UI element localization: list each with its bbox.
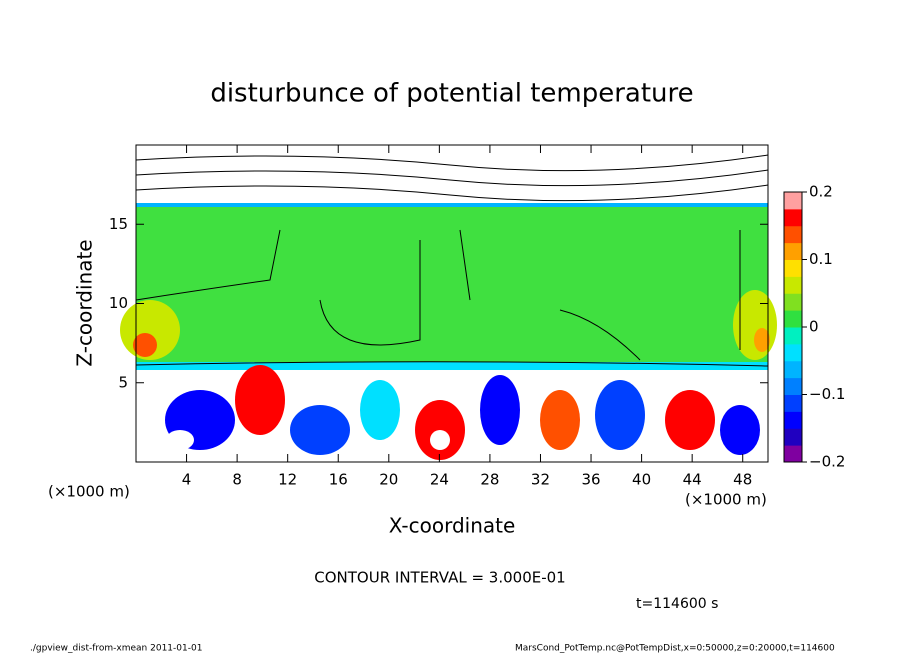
colorbar-band [784,225,802,244]
footer: ./gpview_dist-from-xmean 2011-01-01 [30,644,202,654]
colorbar-band [784,276,802,294]
x-tick-label: 16 [329,471,348,489]
x-unit: (×1000 m) [48,483,130,501]
y-axis-label: Z-coordinate [73,239,97,366]
footer: MarsCond_PotTemp.nc@PotTempDist,x=0:5000… [515,644,835,654]
x-tick-label: 28 [480,471,499,489]
x-tick-label: 40 [632,471,651,489]
field [120,145,777,462]
chart-title: disturbunce of potential temperature [210,79,693,109]
x-tick-label: 32 [531,471,550,489]
colorbar-band [784,192,802,210]
colorbar-tick-label: −0.1 [809,385,845,403]
x-tick-label: 24 [430,471,449,489]
x-axis-label: X-coordinate [389,514,516,538]
colorbar-band [784,445,802,463]
colorbar-tick-label: 0 [809,318,819,336]
x-tick-label: 48 [733,471,752,489]
time-label: t=114600 s [636,596,718,612]
x-tick-label: 8 [232,471,242,489]
colorbar-band [784,259,802,277]
colorbar-band [784,327,802,345]
colorbar-band [784,242,802,260]
colorbar-tick-label: 0.2 [809,183,833,201]
colorbar-band [784,360,802,379]
x-unit: (×1000 m) [685,491,767,509]
x-tick-label: 12 [278,471,297,489]
y-tick-label: 15 [109,215,128,233]
x-tick-label: 44 [683,471,702,489]
x-tick-label: 4 [182,471,192,489]
colorbar-band [784,377,802,395]
colorbar-band [784,343,802,362]
x-tick-label: 36 [581,471,600,489]
colorbar-tick-label: 0.1 [809,250,833,268]
colorbar-band [784,310,802,328]
colorbar-band [784,411,802,429]
colorbar-band [784,208,802,227]
x-tick-label: 20 [379,471,398,489]
contour-interval: CONTOUR INTERVAL = 3.000E-01 [314,569,565,587]
colorbar-band [784,394,802,412]
colorbar-tick-label: −0.2 [809,453,845,471]
y-tick-label: 10 [109,294,128,312]
colorbar-band [784,428,802,446]
y-tick-label: 5 [118,373,128,391]
colorbar-band [784,293,802,311]
